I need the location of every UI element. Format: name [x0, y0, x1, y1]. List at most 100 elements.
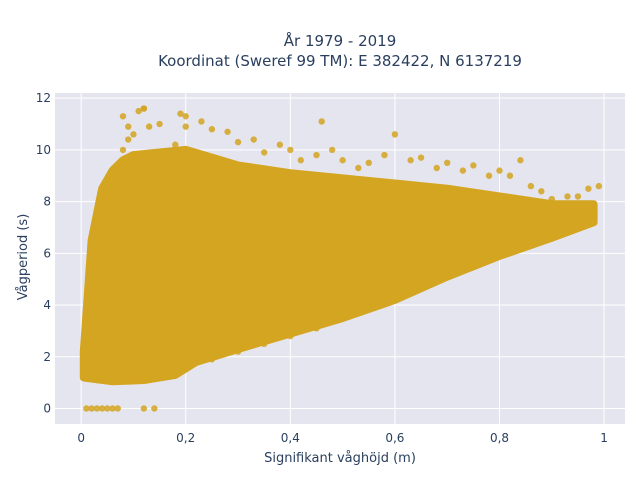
data-point — [98, 219, 106, 226]
data-point — [391, 294, 399, 301]
x-tick-label: 1 — [600, 431, 608, 445]
data-point — [151, 405, 158, 412]
data-point — [355, 164, 362, 172]
data-point — [109, 376, 116, 384]
data-point — [527, 182, 535, 190]
data-point — [83, 366, 90, 373]
data-point — [93, 405, 101, 412]
data-point — [417, 283, 425, 291]
data-point — [485, 172, 493, 179]
data-point — [93, 376, 101, 384]
data-point — [444, 273, 451, 280]
data-point — [114, 405, 121, 412]
data-point — [313, 325, 320, 332]
data-point — [538, 188, 545, 195]
data-point — [574, 219, 582, 226]
y-axis-title: Vågperiod (s) — [16, 214, 31, 301]
data-point — [496, 167, 503, 174]
data-point — [224, 128, 231, 135]
data-point — [287, 146, 294, 154]
data-point — [109, 405, 116, 412]
data-point — [156, 120, 163, 128]
data-point — [130, 131, 137, 138]
data-point — [590, 211, 597, 218]
x-tick-label: 0,8 — [490, 431, 509, 445]
data-point — [88, 374, 95, 381]
y-tick-label: 12 — [36, 91, 51, 105]
chart-title-line-1: År 1979 - 2019 — [284, 31, 397, 50]
data-point — [93, 239, 101, 247]
y-tick-label: 10 — [36, 143, 51, 157]
data-point — [328, 146, 336, 154]
data-point — [391, 131, 399, 138]
data-point — [574, 193, 582, 200]
data-point — [130, 376, 137, 384]
data-point — [88, 405, 95, 412]
data-point — [109, 177, 116, 185]
data-point — [104, 369, 111, 376]
data-point — [125, 136, 132, 143]
y-tick-label: 4 — [43, 298, 51, 312]
data-point — [140, 371, 148, 379]
data-point — [548, 232, 555, 239]
data-point — [83, 405, 90, 412]
data-point — [260, 149, 268, 156]
data-point — [260, 340, 268, 348]
data-point — [276, 141, 284, 148]
data-point — [444, 159, 451, 167]
data-point — [318, 118, 325, 125]
data-point — [135, 107, 142, 115]
x-axis-title: Signifikant våghöjd (m) — [264, 451, 416, 466]
data-point — [297, 157, 304, 164]
x-tick-label: 0,2 — [176, 431, 195, 445]
data-point — [234, 138, 242, 146]
y-tick-label: 8 — [43, 195, 51, 209]
data-point — [313, 151, 320, 159]
data-point — [365, 159, 372, 167]
data-point — [182, 113, 189, 120]
data-point — [114, 164, 121, 172]
x-tick-label: 0,4 — [281, 431, 300, 445]
data-points — [83, 105, 603, 412]
x-tick-label: 0,6 — [385, 431, 404, 445]
data-point — [104, 405, 111, 412]
data-point — [506, 172, 514, 179]
data-point — [208, 126, 216, 133]
data-point — [140, 105, 148, 112]
data-point — [182, 363, 189, 371]
y-tick-label: 6 — [43, 246, 51, 260]
point-cloud — [79, 145, 598, 386]
data-point — [564, 193, 571, 200]
data-point — [119, 146, 127, 154]
data-point — [496, 252, 503, 260]
data-point — [172, 141, 179, 148]
data-point — [517, 157, 524, 164]
data-point — [98, 405, 106, 412]
chart-title-line-2: Koordinat (Sweref 99 TM): E 382422, N 61… — [158, 52, 522, 70]
data-point — [140, 405, 148, 412]
data-point — [522, 242, 529, 249]
x-tick-label: 0 — [77, 431, 85, 445]
data-point — [198, 118, 205, 125]
data-point — [548, 195, 555, 203]
data-point — [234, 348, 242, 355]
data-point — [459, 167, 467, 174]
data-point — [250, 136, 257, 143]
data-point — [339, 157, 346, 164]
data-point — [339, 314, 346, 322]
data-point — [119, 374, 127, 381]
data-point — [119, 113, 127, 120]
data-point — [156, 369, 163, 376]
y-tick-label: 2 — [43, 350, 51, 364]
data-point — [98, 353, 106, 360]
data-point — [433, 164, 440, 172]
y-tick-label: 0 — [43, 401, 51, 415]
data-point — [104, 193, 111, 200]
data-point — [470, 263, 477, 270]
data-point — [365, 304, 372, 311]
data-point — [595, 182, 603, 190]
data-point — [287, 332, 294, 340]
